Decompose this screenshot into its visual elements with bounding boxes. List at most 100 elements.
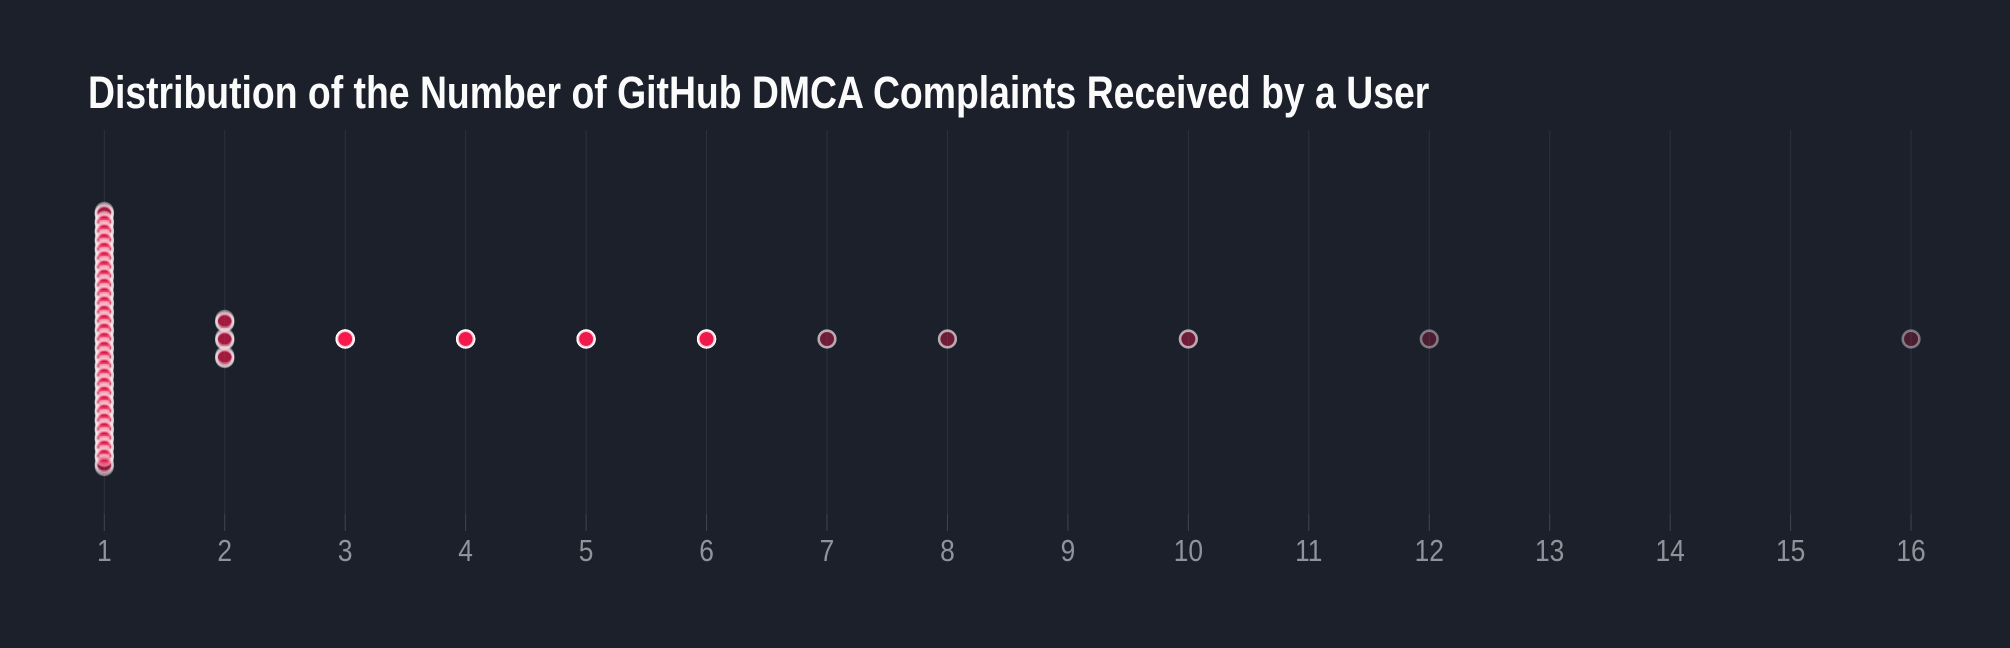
data-point bbox=[335, 329, 355, 349]
data-point bbox=[1901, 329, 1921, 349]
data-point bbox=[94, 363, 114, 384]
data-point bbox=[94, 249, 114, 269]
x-tick-label: 8 bbox=[940, 534, 955, 568]
dot-group-x10[interactable] bbox=[1178, 329, 1198, 349]
data-point bbox=[94, 447, 114, 467]
x-tick-label: 7 bbox=[820, 534, 835, 568]
data-point bbox=[215, 347, 235, 367]
data-point bbox=[94, 340, 114, 360]
data-point bbox=[94, 339, 114, 359]
x-tick-label: 15 bbox=[1776, 534, 1805, 568]
data-point bbox=[1178, 329, 1198, 349]
data-point bbox=[94, 439, 114, 459]
data-point bbox=[94, 430, 114, 450]
data-point bbox=[94, 309, 114, 330]
data-point bbox=[94, 349, 114, 369]
data-point bbox=[94, 421, 114, 441]
data-point bbox=[94, 330, 114, 350]
data-point bbox=[94, 250, 114, 270]
data-point bbox=[937, 329, 958, 349]
data-point bbox=[576, 329, 596, 349]
data-point bbox=[94, 401, 114, 421]
data-point bbox=[456, 329, 476, 349]
data-point bbox=[94, 322, 114, 342]
data-point bbox=[456, 329, 476, 349]
data-point bbox=[576, 329, 596, 349]
x-tick-label: 5 bbox=[579, 534, 594, 568]
data-point bbox=[215, 312, 235, 332]
data-point bbox=[696, 329, 717, 349]
data-point bbox=[576, 329, 596, 349]
x-tick-label: 3 bbox=[338, 534, 353, 568]
data-point bbox=[94, 205, 114, 225]
data-point bbox=[94, 312, 114, 332]
data-point bbox=[335, 329, 355, 349]
data-point bbox=[94, 321, 114, 341]
dot-group-x12[interactable] bbox=[1419, 329, 1439, 349]
data-point bbox=[576, 329, 596, 349]
data-point bbox=[94, 286, 114, 306]
dot-group-x7[interactable] bbox=[817, 329, 837, 349]
data-point bbox=[94, 258, 114, 278]
dot-group-x2[interactable] bbox=[215, 309, 235, 369]
data-point bbox=[94, 268, 114, 288]
data-point bbox=[94, 285, 114, 305]
data-point bbox=[456, 329, 476, 349]
data-point bbox=[94, 302, 114, 322]
data-point bbox=[937, 329, 958, 349]
dot-group-x6[interactable] bbox=[696, 329, 717, 349]
data-point bbox=[94, 295, 114, 315]
dot-group-x4[interactable] bbox=[456, 329, 476, 349]
data-point bbox=[94, 384, 114, 404]
data-point bbox=[94, 419, 114, 439]
data-point bbox=[94, 327, 114, 348]
data-point bbox=[335, 329, 355, 349]
data-point bbox=[335, 329, 355, 349]
data-point bbox=[94, 259, 114, 279]
data-point bbox=[94, 402, 114, 422]
data-point bbox=[94, 214, 114, 234]
dot-group-x8[interactable] bbox=[937, 329, 958, 349]
data-point bbox=[215, 327, 235, 348]
data-point bbox=[94, 446, 114, 466]
data-point bbox=[94, 239, 114, 259]
data-point bbox=[94, 277, 114, 297]
dot-group-x3[interactable] bbox=[335, 329, 355, 349]
dot-group-x5[interactable] bbox=[576, 329, 596, 349]
data-point bbox=[576, 329, 596, 349]
data-point bbox=[696, 329, 717, 349]
data-point bbox=[1178, 329, 1198, 349]
data-point bbox=[94, 399, 114, 420]
data-point bbox=[94, 448, 114, 468]
data-point bbox=[94, 231, 114, 251]
data-point bbox=[94, 284, 114, 304]
data-point bbox=[94, 408, 114, 429]
data-point bbox=[696, 329, 717, 349]
dot-group-x1[interactable] bbox=[94, 201, 114, 477]
data-point bbox=[576, 329, 596, 349]
x-tick-label: 2 bbox=[217, 534, 232, 568]
data-point bbox=[94, 255, 114, 276]
data-point bbox=[696, 329, 717, 349]
data-point bbox=[94, 357, 114, 377]
data-point bbox=[456, 329, 476, 349]
data-point bbox=[335, 329, 355, 349]
data-point bbox=[94, 347, 114, 367]
data-point bbox=[94, 372, 114, 393]
data-point bbox=[94, 318, 114, 339]
data-point bbox=[335, 329, 355, 349]
data-point bbox=[215, 349, 235, 369]
data-point bbox=[94, 230, 114, 250]
dot-group-x16[interactable] bbox=[1901, 329, 1921, 349]
data-point bbox=[94, 210, 114, 230]
x-tick-label: 11 bbox=[1295, 534, 1322, 568]
data-point bbox=[94, 410, 114, 430]
data-point bbox=[94, 444, 114, 465]
data-point bbox=[94, 426, 114, 447]
data-point bbox=[335, 329, 355, 349]
data-point bbox=[94, 438, 114, 458]
data-point bbox=[94, 358, 114, 378]
data-point bbox=[94, 365, 114, 385]
data-point bbox=[94, 385, 114, 405]
data-point bbox=[456, 329, 476, 349]
